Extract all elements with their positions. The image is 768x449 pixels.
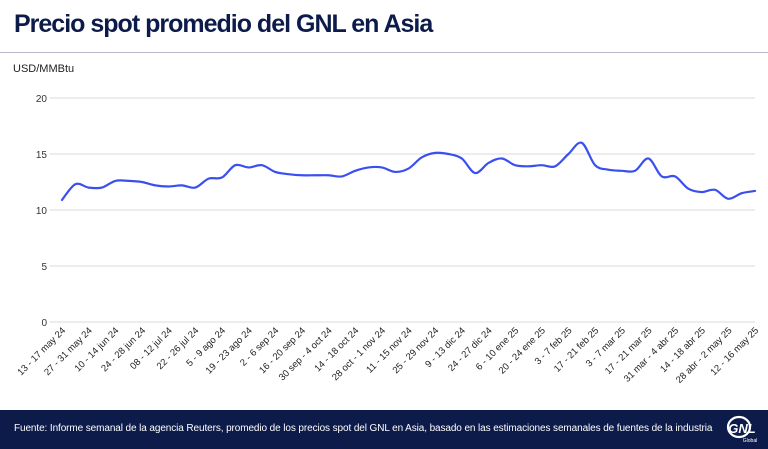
- data-point: [580, 141, 583, 144]
- logo-text: GNL: [728, 421, 756, 436]
- data-point: [300, 174, 303, 177]
- data-point: [60, 198, 63, 201]
- data-point: [514, 164, 517, 167]
- x-tick-label: 12 - 16 may 25: [709, 325, 762, 378]
- data-point: [194, 186, 197, 189]
- data-point: [474, 171, 477, 174]
- data-point: [540, 164, 543, 167]
- data-point: [287, 173, 290, 176]
- data-point: [713, 188, 716, 191]
- data-point: [673, 175, 676, 178]
- data-point: [114, 179, 117, 182]
- data-point: [434, 151, 437, 154]
- data-point: [207, 177, 210, 180]
- data-point: [420, 156, 423, 159]
- data-point: [354, 169, 357, 172]
- gnl-global-logo-icon: GNL Global: [726, 415, 757, 444]
- logo-subtext: Global: [743, 438, 757, 444]
- data-point: [260, 164, 263, 167]
- data-point: [154, 184, 157, 187]
- data-point: [447, 152, 450, 155]
- data-point: [220, 176, 223, 179]
- data-point: [180, 184, 183, 187]
- data-point: [740, 192, 743, 195]
- footer-bar: Fuente: Informe semanal de la agencia Re…: [0, 410, 768, 449]
- data-point: [394, 170, 397, 173]
- data-point: [87, 186, 90, 189]
- y-tick-label: 0: [41, 318, 47, 329]
- title-divider: [0, 52, 768, 53]
- data-point: [660, 175, 663, 178]
- data-point: [167, 185, 170, 188]
- chart-title: Precio spot promedio del GNL en Asia: [14, 10, 433, 38]
- data-point: [567, 152, 570, 155]
- data-point: [487, 161, 490, 164]
- data-point: [527, 165, 530, 168]
- data-point: [247, 166, 250, 169]
- data-point: [234, 164, 237, 167]
- data-point: [727, 197, 730, 200]
- data-point: [593, 164, 596, 167]
- data-point: [687, 187, 690, 190]
- y-tick-label: 20: [36, 94, 48, 105]
- data-point: [607, 168, 610, 171]
- source-note: Fuente: Informe semanal de la agencia Re…: [14, 423, 713, 434]
- data-point: [140, 180, 143, 183]
- data-point: [314, 174, 317, 177]
- data-point: [127, 179, 130, 182]
- data-point: [500, 157, 503, 160]
- y-tick-label: 15: [36, 150, 48, 161]
- data-point: [407, 167, 410, 170]
- data-point: [633, 169, 636, 172]
- y-tick-label: 5: [41, 262, 47, 273]
- y-tick-label: 10: [36, 206, 48, 217]
- series-line: [60, 141, 757, 202]
- series-layer: [60, 141, 757, 202]
- data-point: [553, 165, 556, 168]
- data-point: [367, 166, 370, 169]
- data-point: [700, 190, 703, 193]
- data-point: [340, 175, 343, 178]
- data-point: [380, 166, 383, 169]
- data-point: [647, 157, 650, 160]
- data-point: [74, 183, 77, 186]
- data-point: [327, 174, 330, 177]
- data-point: [620, 169, 623, 172]
- data-point: [274, 170, 277, 173]
- data-point: [100, 186, 103, 189]
- gridlines: [50, 97, 755, 323]
- y-axis-unit-label: USD/MMBtu: [13, 63, 75, 75]
- y-axis-ticks: 0 5 10 15 20: [36, 94, 48, 329]
- data-point: [460, 157, 463, 160]
- data-point: [753, 189, 756, 192]
